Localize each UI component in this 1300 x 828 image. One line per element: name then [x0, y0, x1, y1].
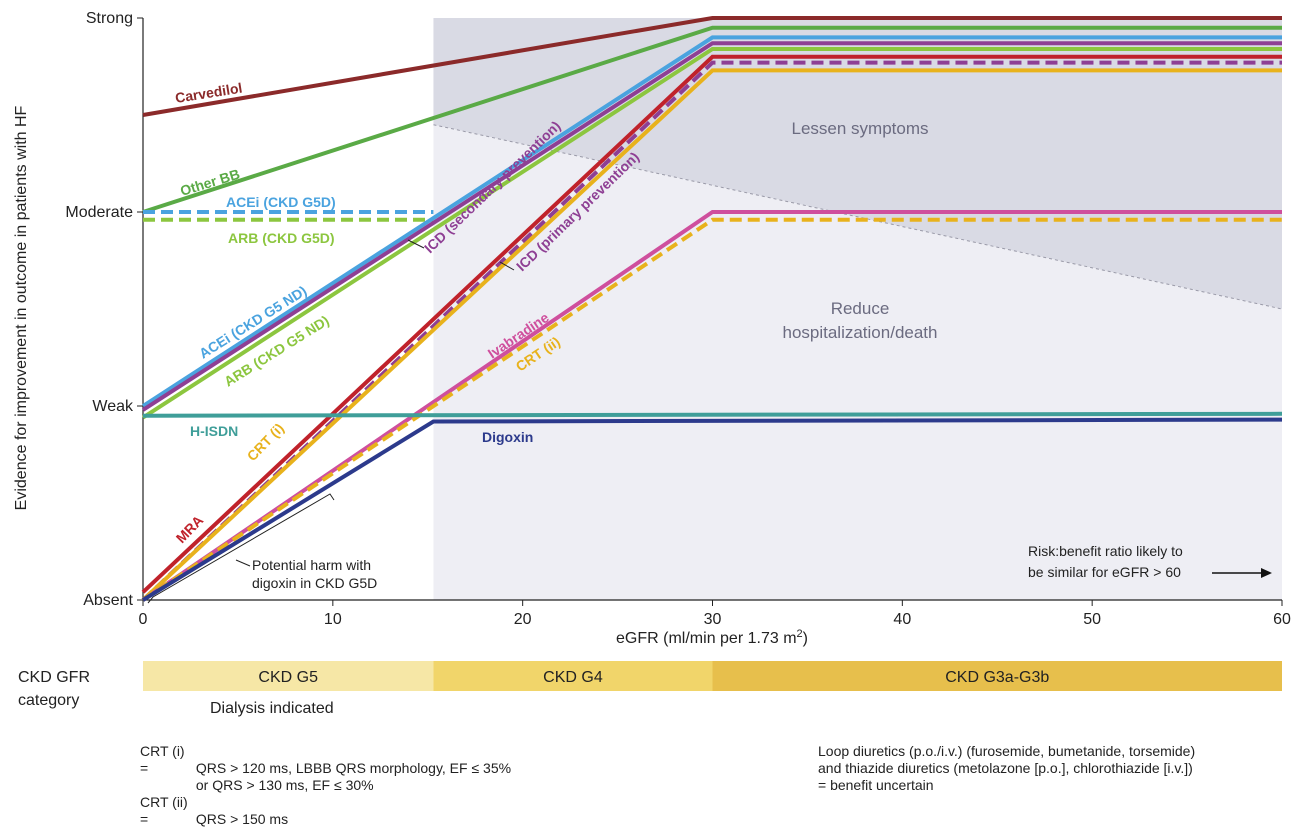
category-segment-label: CKD G3a-G3b: [945, 669, 1049, 686]
label-mra: MRA: [173, 512, 207, 546]
series-line-other-bb: [142, 25, 1282, 214]
series-line-carvedilol: [142, 16, 1282, 117]
label-arb-g5d: ARB (CKD G5D): [228, 230, 335, 246]
label-h-isdn: H-ISDN: [190, 423, 238, 439]
hf-evidence-chart: Lessen symptoms Reduce hospitalization/d…: [13, 10, 1291, 717]
series-line-crt-ii: [141, 217, 1282, 602]
series-lines: [141, 16, 1283, 602]
axes: 0 10 20 30 40 50 60 Absent Weak Moderate Strong: [65, 10, 1291, 628]
diuretics-text-2: and thiazide diuretics (metolazone [p.o.…: [818, 760, 1193, 776]
potential-harm-annotation: Potential harm with digoxin in CKD G5D: [147, 493, 377, 604]
y-axis-title: Evidence for improvement in outcome in p…: [13, 105, 30, 510]
crt-i-key: CRT (i) =: [140, 743, 185, 776]
y-tick-label: Strong: [86, 10, 133, 27]
diuretics-text-3: = benefit uncertain: [818, 777, 934, 793]
y-tick-label: Absent: [83, 592, 133, 609]
x-tick-label: 60: [1273, 611, 1291, 628]
category-label-1: CKD GFR: [18, 669, 90, 686]
category-label-2: category: [18, 692, 79, 709]
crt-ii-key: CRT (ii) =: [140, 794, 188, 827]
series-line-acei-ckd-g5-nd: [141, 35, 1282, 408]
footnote-diuretics: Loop diuretics (p.o./i.v.) (furosemide, …: [818, 743, 1195, 794]
risk-text-1: Risk:benefit ratio likely to: [1028, 543, 1183, 559]
series-line-ivabradine: [141, 210, 1282, 602]
diuretics-text-1: Loop diuretics (p.o./i.v.) (furosemide, …: [818, 743, 1196, 759]
zone-label-upper: Lessen symptoms: [792, 119, 929, 138]
crt-ii-text: QRS > 150 ms: [195, 811, 289, 827]
ckd-category-bar: CKD G5 CKD G4 CKD G3a-G3b: [143, 661, 1282, 691]
label-acei-g5d: ACEi (CKD G5D): [226, 194, 336, 210]
icd-secondary-connector: [407, 239, 425, 249]
x-tick-label: 20: [514, 611, 532, 628]
label-digoxin: Digoxin: [482, 429, 533, 445]
category-segment: [712, 661, 1282, 691]
harm-pointer: [235, 559, 251, 567]
zone-label-lower-2: hospitalization/death: [782, 323, 937, 342]
crt-i-text-2: or QRS > 130 ms, EF ≤ 30%: [195, 777, 374, 793]
zone-divider-line: [433, 124, 1283, 310]
icd-primary-connector: [499, 261, 515, 271]
dialysis-indicated-label: Dialysis indicated: [210, 700, 334, 717]
x-tick-label: 50: [1083, 611, 1101, 628]
series-line-digoxin: [141, 417, 1283, 602]
label-crt-i: CRT (i): [244, 420, 287, 464]
zone-label-lower-1: Reduce: [831, 299, 890, 318]
category-segment: [143, 661, 434, 691]
reduce-hospitalization-zone: [433, 124, 1282, 600]
harm-bracket: [147, 493, 335, 604]
y-tick-label: Moderate: [65, 204, 133, 221]
harm-text-1: Potential harm with: [252, 557, 371, 573]
category-segment: [433, 661, 713, 691]
risk-text-2: be similar for eGFR > 60: [1028, 564, 1181, 580]
risk-arrow-head: [1261, 568, 1272, 578]
footnote-crt-i: CRT (i) = QRS > 120 ms, LBBB QRS morphol…: [140, 743, 511, 828]
series-line-h-isdn: [142, 411, 1283, 418]
category-segment-label: CKD G4: [543, 669, 603, 686]
y-tick-label: Weak: [92, 398, 134, 415]
series-line-icd-secondary-prevention: [141, 41, 1282, 412]
x-tick-label: 10: [324, 611, 342, 628]
x-axis-title: eGFR (ml/min per 1.73 m2): [616, 628, 808, 647]
risk-benefit-annotation: Risk:benefit ratio likely to be similar …: [1028, 543, 1272, 580]
category-segment-label: CKD G5: [258, 669, 318, 686]
harm-text-2: digoxin in CKD G5D: [252, 575, 377, 591]
x-tick-label: 40: [893, 611, 911, 628]
crt-i-text-1: QRS > 120 ms, LBBB QRS morphology, EF ≤ …: [195, 760, 512, 776]
series-line-crt-i: [141, 68, 1282, 602]
series-line-arb-ckd-g5-nd: [141, 47, 1282, 420]
x-tick-label: 0: [139, 611, 148, 628]
x-tick-label: 30: [704, 611, 722, 628]
